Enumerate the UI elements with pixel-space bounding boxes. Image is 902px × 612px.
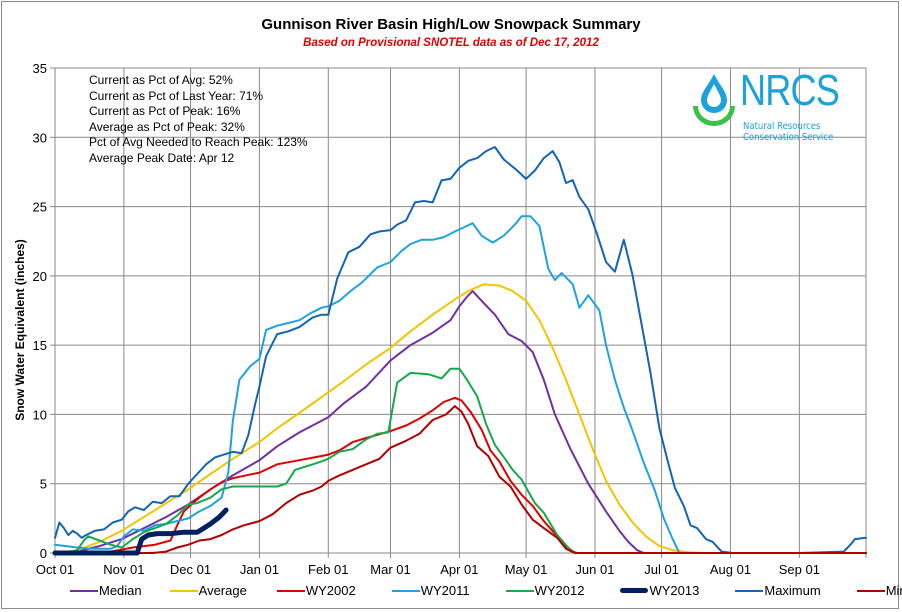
stat-avg-pct-peak: Average as Pct of Peak: 32% [89, 119, 245, 134]
stat-pct-avg: Current as Pct of Avg: 52% [89, 73, 233, 87]
x-tick-label: Mar 01 [370, 562, 410, 577]
x-tick-label: Jan 01 [240, 562, 279, 577]
x-tick-label: Apr 01 [440, 562, 478, 577]
legend-swatch [505, 589, 534, 592]
legend-label: Maximum [764, 583, 821, 598]
nrcs-logo-subtitle: Natural Resources Conservation Service [743, 121, 833, 143]
series-lines [52, 146, 867, 556]
x-tick-label: Aug 01 [710, 562, 751, 577]
series-line-median [54, 290, 867, 554]
y-axis-label: Snow Water Equivalent (inches) [13, 239, 27, 421]
series-line-maximum [54, 146, 867, 554]
x-tick-label: Sep 01 [779, 562, 820, 577]
series-line-wy2013 [52, 507, 229, 556]
legend-swatch [735, 589, 764, 592]
legend-label: WY2011 [420, 583, 470, 598]
x-tick-label: Dec 01 [170, 562, 211, 577]
x-tick-label: May 01 [505, 562, 548, 577]
x-tick-label: Feb 01 [308, 562, 348, 577]
legend: Median Average WY2002 WY2011 WY2012 WY2013 Max… [70, 583, 902, 598]
legend-swatch [620, 588, 649, 593]
y-tick-labels: 0 5 10 15 20 25 30 35 [33, 61, 47, 561]
y-tick-label: 15 [33, 338, 47, 353]
legend-label: Median [99, 583, 142, 598]
nrcs-logo-line2: Conservation Service [743, 132, 834, 143]
x-tick-label: Jul 01 [644, 562, 679, 577]
series-line-wy2002 [54, 396, 867, 554]
legend-swatch [276, 589, 305, 592]
chart-title: Gunnison River Basin High/Low Snowpack S… [261, 16, 641, 33]
legend-label: WY2013 [649, 583, 700, 598]
legend-label: Average [198, 583, 247, 598]
legend-item-wy2011: WY2011 [391, 583, 470, 598]
legend-item-minimum: Minimum [856, 583, 902, 598]
legend-item-maximum: Maximum [735, 583, 821, 598]
series-line-wy2011 [54, 215, 867, 554]
x-tick-labels: Oct 01 Nov 01 Dec 01 Jan 01 Feb 01 Mar 01 Apr … [36, 562, 820, 577]
y-tick-label: 35 [33, 61, 47, 76]
grid-lines [54, 67, 867, 553]
y-tick-label: 5 [40, 477, 47, 492]
stat-pct-peak: Current as Pct of Peak: 16% [89, 104, 241, 118]
y-tick-label: 10 [33, 407, 47, 422]
x-tick-label: Oct 01 [36, 562, 74, 577]
legend-item-wy2002: WY2002 [276, 583, 356, 598]
series-line-wy2012 [54, 367, 867, 554]
series-line-average [54, 283, 867, 554]
legend-swatch [70, 589, 98, 592]
stat-needed-to-reach-peak: Pct of Avg Needed to Reach Peak: 123% [89, 135, 308, 149]
legend-item-average: Average [169, 583, 247, 598]
x-tick-label: Jun 01 [575, 562, 614, 577]
stat-pct-last-year: Current as Pct of Last Year: 71% [89, 88, 264, 103]
nrcs-logo-text: NRCS [740, 66, 840, 115]
legend-swatch [391, 589, 420, 592]
y-tick-label: 30 [33, 130, 47, 145]
y-tick-label: 0 [40, 546, 47, 561]
nrcs-logo-line1: Natural Resources [743, 121, 821, 132]
legend-label: Minimum [885, 583, 902, 598]
y-tick-label: 25 [33, 200, 47, 215]
legend-swatch [169, 589, 198, 592]
chart-subtitle: Based on Provisional SNOTEL data as of D… [303, 37, 599, 49]
nrcs-logo: NRCS Natural Resources Conservation Serv… [690, 66, 850, 150]
legend-swatch [856, 589, 885, 592]
legend-label: WY2002 [305, 583, 356, 598]
legend-item-wy2013: WY2013 [620, 583, 699, 598]
x-tick-label: Nov 01 [103, 562, 144, 577]
legend-item-median: Median [70, 583, 142, 598]
stat-avg-peak-date: Average Peak Date: Apr 12 [89, 150, 235, 165]
y-tick-label: 20 [33, 269, 47, 284]
water-drop-icon [693, 74, 735, 126]
legend-item-wy2012: WY2012 [505, 583, 585, 598]
series-line-minimum [54, 405, 867, 554]
legend-label: WY2012 [534, 583, 585, 598]
stats-annotation: Current as Pct of Avg: 52% Current as Pc… [89, 73, 308, 166]
